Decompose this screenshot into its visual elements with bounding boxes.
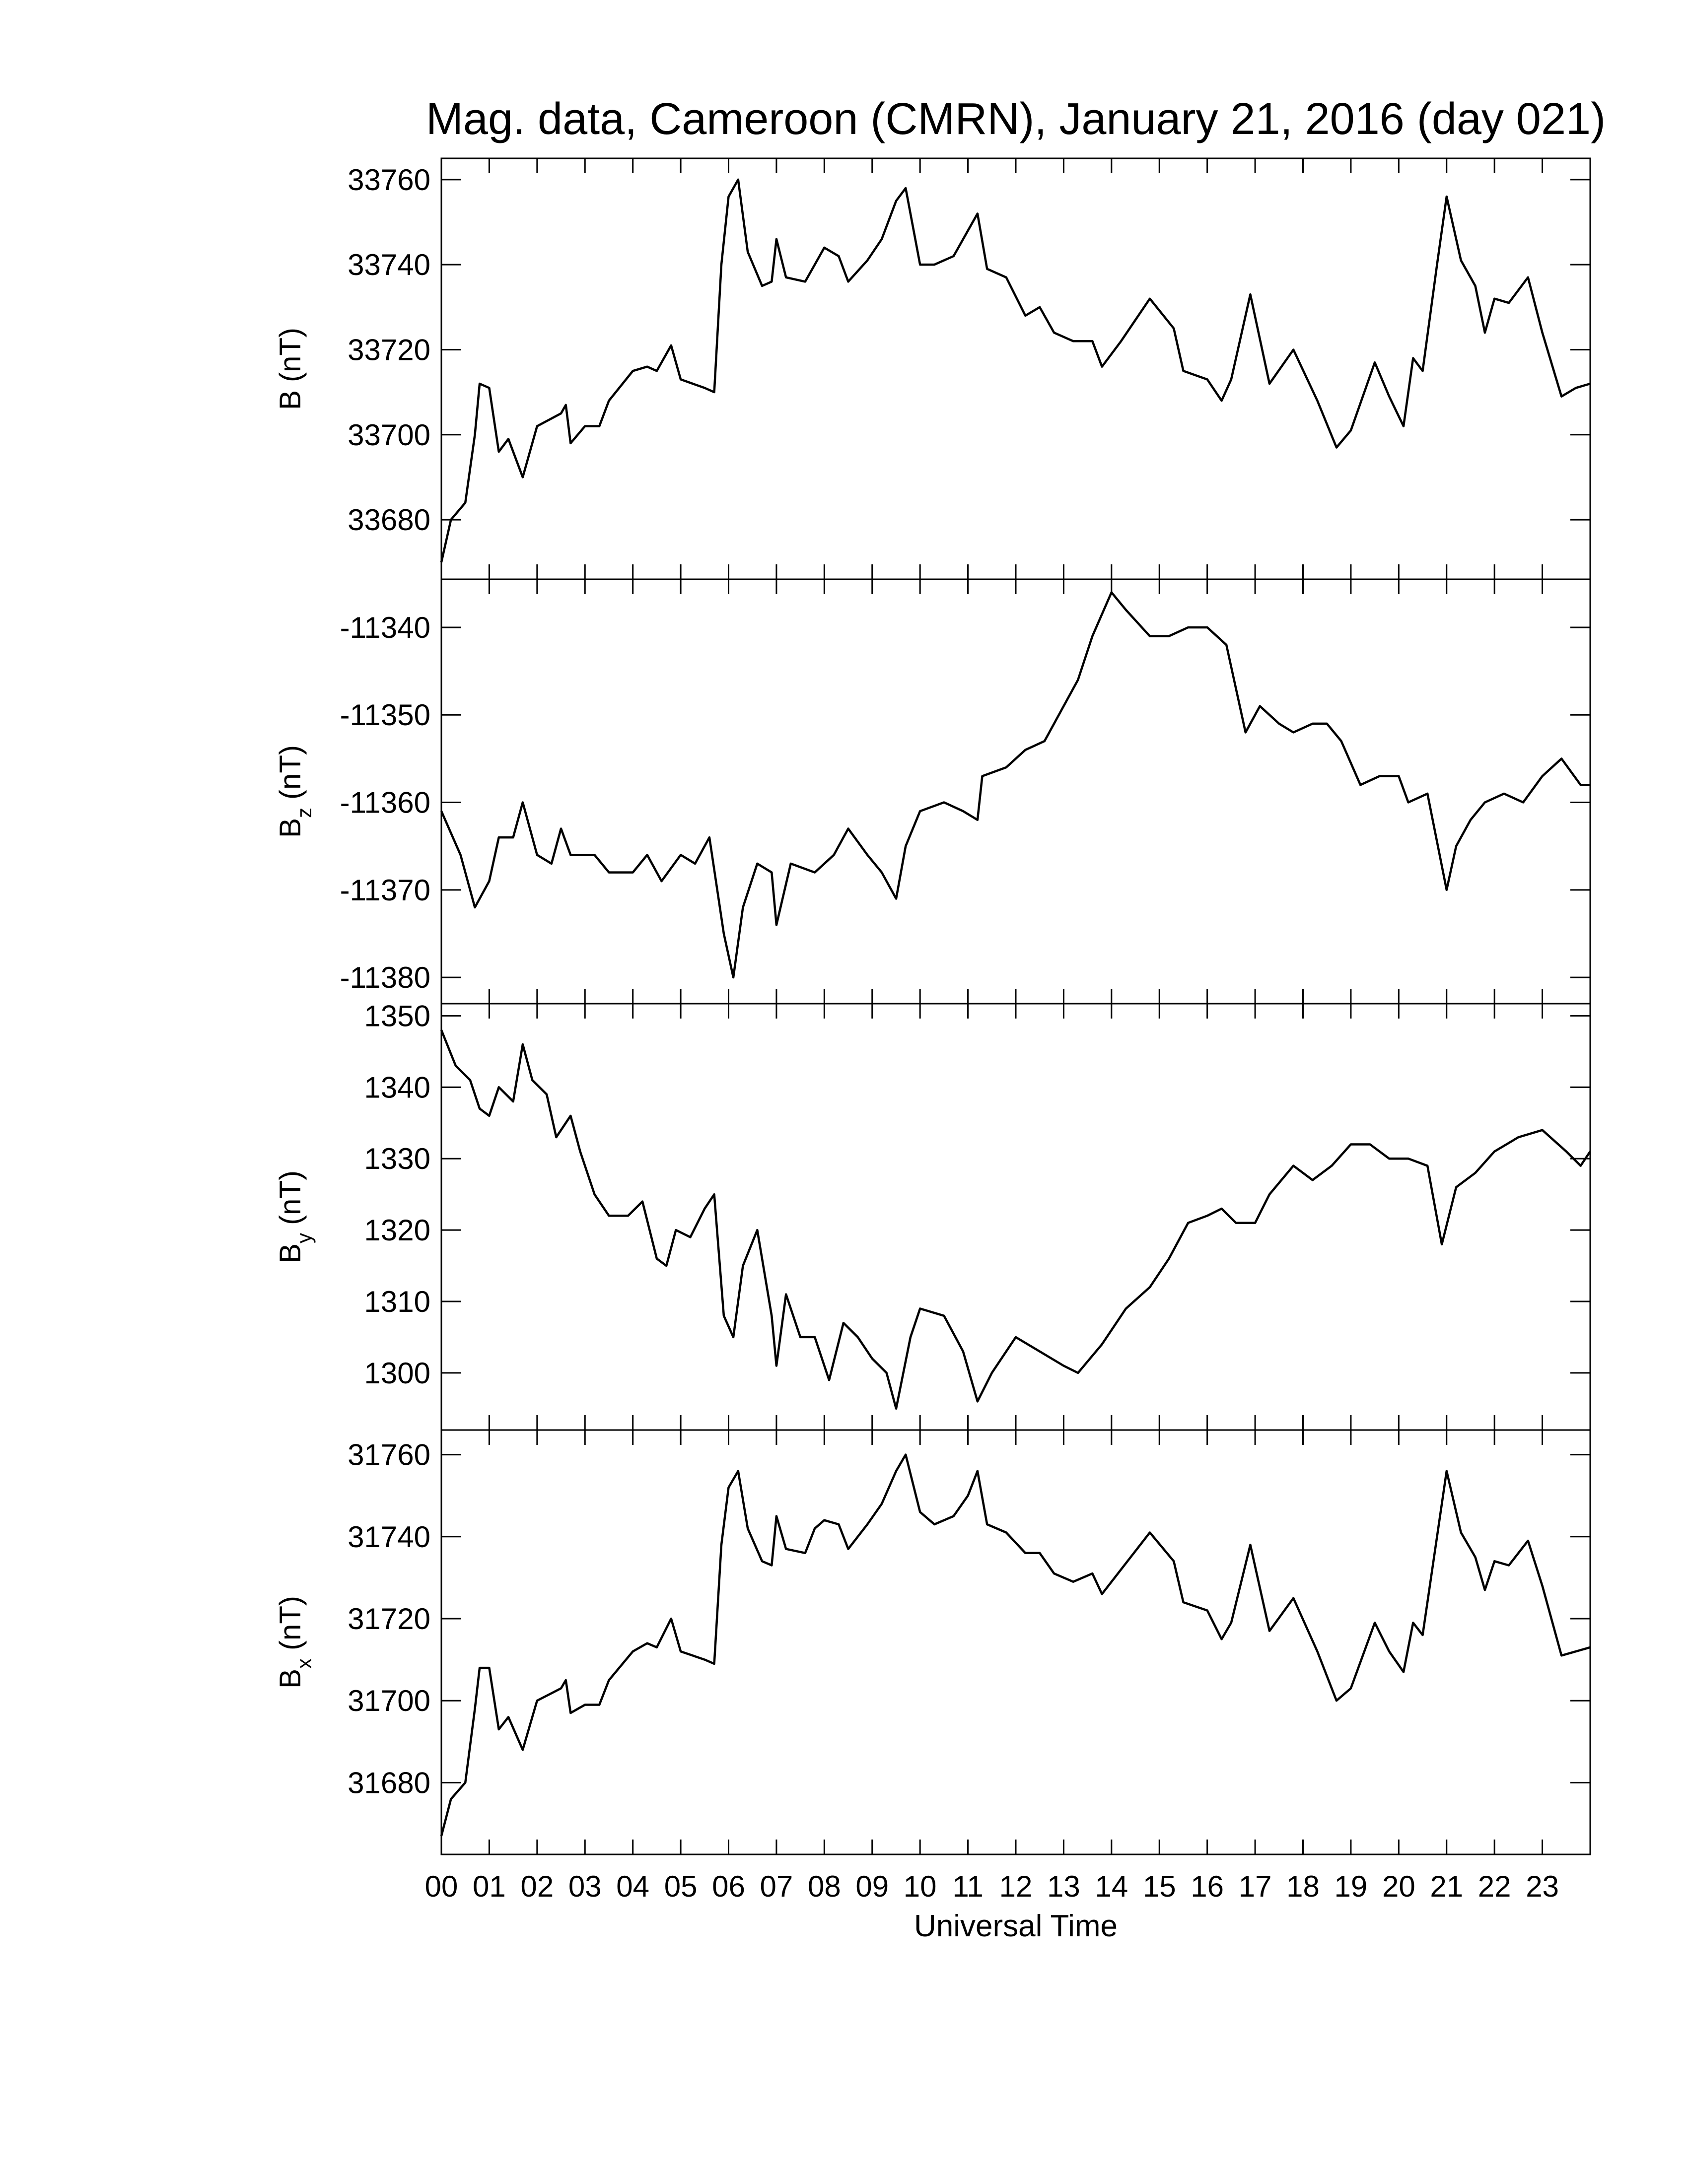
x-tick-label: 15 bbox=[1143, 1870, 1176, 1903]
chart-title: Mag. data, Cameroon (CMRN), January 21, … bbox=[426, 94, 1606, 144]
y-label-subscript: x bbox=[292, 1658, 316, 1669]
y-label-subscript: z bbox=[292, 808, 316, 818]
x-tick-label: 04 bbox=[616, 1870, 649, 1903]
y-tick-label: 1320 bbox=[364, 1214, 430, 1247]
y-tick-label: 31680 bbox=[348, 1766, 430, 1799]
y-axis-label: Bz (nT) bbox=[274, 745, 316, 838]
y-tick-label: 1300 bbox=[364, 1357, 430, 1390]
x-tick-label: 11 bbox=[952, 1870, 983, 1903]
y-tick-label: -11350 bbox=[340, 698, 430, 732]
y-tick-label: 33700 bbox=[348, 418, 430, 452]
y-tick-label: 1310 bbox=[364, 1285, 430, 1318]
y-tick-label: 1330 bbox=[364, 1142, 430, 1175]
x-tick-label: 23 bbox=[1526, 1870, 1559, 1903]
y-tick-label: 1350 bbox=[364, 999, 430, 1032]
y-tick-label: 31720 bbox=[348, 1602, 430, 1636]
x-tick-label: 14 bbox=[1095, 1870, 1128, 1903]
y-label-symbol: B bbox=[274, 390, 307, 410]
x-tick-label: 09 bbox=[855, 1870, 889, 1903]
x-tick-label: 13 bbox=[1047, 1870, 1080, 1903]
x-tick-label: 12 bbox=[999, 1870, 1033, 1903]
x-tick-label: 00 bbox=[425, 1870, 458, 1903]
x-tick-label: 18 bbox=[1286, 1870, 1320, 1903]
y-tick-label: -11340 bbox=[340, 611, 430, 644]
x-tick-label: 17 bbox=[1239, 1870, 1272, 1903]
y-tick-label: 31700 bbox=[348, 1684, 430, 1717]
data-line bbox=[440, 1453, 1591, 1837]
y-tick-label: 33720 bbox=[348, 333, 430, 366]
x-axis-label: Universal Time bbox=[914, 1909, 1118, 1943]
y-label-unit: (nT) bbox=[274, 1170, 307, 1225]
y-axis-label: B (nT) bbox=[274, 328, 307, 410]
x-tick-label: 20 bbox=[1382, 1870, 1415, 1903]
y-label-unit: (nT) bbox=[274, 745, 307, 800]
x-tick-label: 21 bbox=[1430, 1870, 1463, 1903]
x-tick-label: 01 bbox=[473, 1870, 506, 1903]
y-axis-label: By (nT) bbox=[274, 1170, 316, 1263]
y-label-symbol: B bbox=[274, 818, 307, 838]
x-tick-label: 16 bbox=[1191, 1870, 1224, 1903]
y-label-symbol: B bbox=[274, 1669, 307, 1689]
y-label-unit: (nT) bbox=[274, 1596, 307, 1650]
x-tick-label: 03 bbox=[568, 1870, 602, 1903]
data-line bbox=[440, 591, 1590, 979]
y-axis-label: Bx (nT) bbox=[274, 1596, 316, 1689]
y-tick-label: 31740 bbox=[348, 1520, 430, 1554]
y-tick-label: 33760 bbox=[348, 163, 430, 197]
y-label-subscript: y bbox=[292, 1233, 316, 1243]
data-line bbox=[440, 178, 1591, 563]
x-tick-label: 05 bbox=[664, 1870, 698, 1903]
x-tick-label: 22 bbox=[1478, 1870, 1511, 1903]
y-tick-label: 33680 bbox=[348, 503, 430, 537]
y-tick-label: 31760 bbox=[348, 1438, 430, 1472]
y-tick-label: 1340 bbox=[364, 1071, 430, 1104]
x-tick-label: 07 bbox=[760, 1870, 793, 1903]
y-tick-label: -11380 bbox=[340, 961, 430, 994]
y-tick-label: 33740 bbox=[348, 248, 430, 281]
x-tick-label: 02 bbox=[520, 1870, 554, 1903]
y-tick-label: -11370 bbox=[340, 874, 430, 907]
x-tick-label: 08 bbox=[808, 1870, 841, 1903]
x-tick-label: 19 bbox=[1335, 1870, 1368, 1903]
y-tick-label: -11360 bbox=[340, 786, 430, 819]
x-tick-label: 10 bbox=[904, 1870, 937, 1903]
x-tick-label: 06 bbox=[712, 1870, 745, 1903]
y-label-unit: (nT) bbox=[274, 328, 307, 382]
y-label-symbol: B bbox=[274, 1243, 307, 1263]
data-line bbox=[440, 1029, 1591, 1410]
